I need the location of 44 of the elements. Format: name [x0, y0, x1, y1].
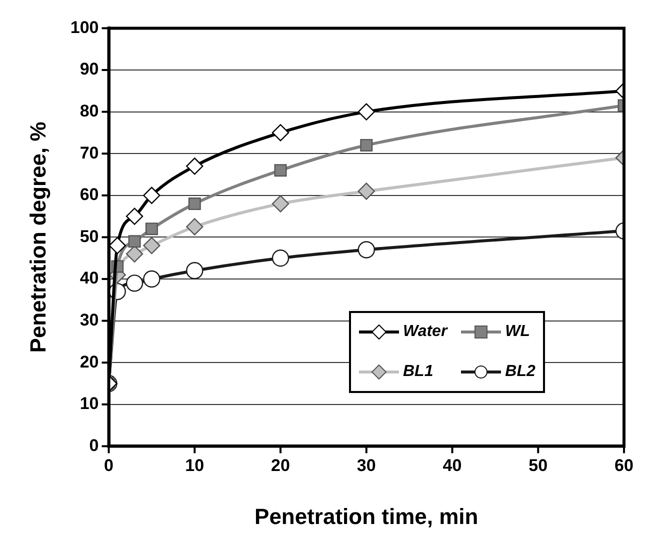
point	[186, 262, 204, 280]
y-tick-label: 50	[80, 226, 99, 246]
legend-label: Water	[403, 323, 448, 342]
point	[126, 274, 144, 292]
point	[143, 270, 160, 288]
x-tick-label: 30	[356, 456, 376, 476]
point	[128, 235, 141, 248]
y-tick-label: 10	[80, 394, 99, 414]
x-tick-label: 0	[104, 456, 114, 476]
y-tick-label: 0	[89, 436, 99, 455]
y-tick-label: 60	[80, 185, 99, 204]
point	[186, 158, 204, 175]
y-tick-label: 100	[70, 18, 99, 37]
point	[358, 103, 375, 120]
y-tick-label: 40	[80, 268, 99, 288]
point	[143, 236, 160, 254]
y-axis-title: Penetration degree, %	[25, 122, 50, 353]
point	[358, 241, 375, 258]
point	[358, 182, 375, 200]
legend-label: WL	[505, 323, 530, 342]
point	[360, 138, 373, 152]
point	[143, 186, 160, 204]
x-tick-label: 50	[528, 456, 548, 476]
legend-label: BL2	[505, 363, 536, 382]
point	[272, 250, 290, 267]
point	[274, 164, 287, 177]
point	[126, 208, 144, 225]
point	[272, 124, 290, 142]
x-axis-title: Penetration time, min	[254, 504, 478, 529]
point	[272, 195, 290, 212]
y-tick-label: 80	[80, 101, 99, 120]
x-tick-label: 20	[271, 456, 290, 476]
y-tick-label: 20	[80, 352, 99, 372]
y-tick-label: 30	[80, 310, 99, 330]
x-tick-label: 60	[614, 456, 634, 476]
y-tick-label: 70	[80, 143, 99, 162]
point	[145, 222, 158, 236]
point	[188, 198, 201, 210]
point	[108, 236, 126, 254]
x-tick-label: 10	[185, 456, 204, 476]
legend-label: BL1	[403, 363, 434, 382]
y-tick-label: 90	[80, 60, 99, 79]
point	[186, 218, 204, 236]
x-tick-label: 40	[442, 456, 462, 476]
